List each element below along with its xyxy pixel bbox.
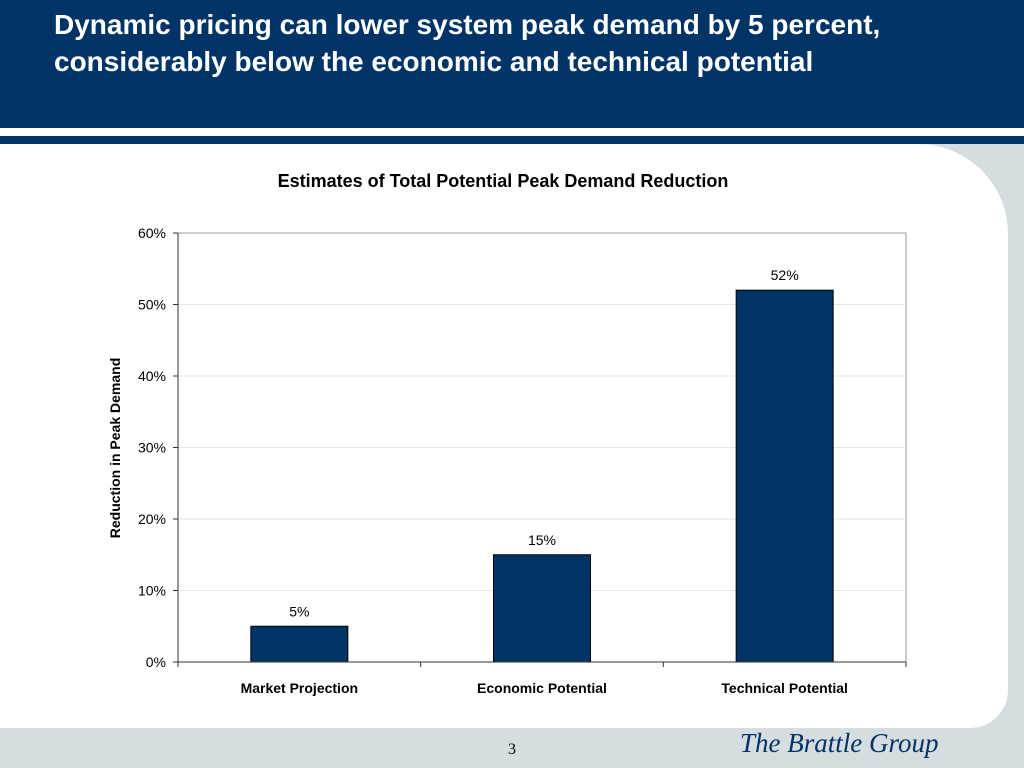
y-tick-label: 20% <box>138 511 166 527</box>
data-labels: 5% 15% 52% <box>289 267 798 619</box>
data-label: 52% <box>771 267 799 283</box>
data-label: 5% <box>289 603 309 619</box>
header-rule-white <box>0 128 1024 136</box>
bar-market-projection <box>250 625 349 663</box>
bar-economic-potential <box>493 554 591 663</box>
y-tick-label: 10% <box>138 583 166 599</box>
x-tick-label: Economic Potential <box>477 680 607 696</box>
content-panel: Estimates of Total Potential Peak Demand… <box>0 144 1008 728</box>
y-axis: 0% 10% 20% 30% 40% 50% 60% <box>138 225 179 670</box>
title-bar: Dynamic pricing can lower system peak de… <box>0 0 1024 128</box>
y-tick-label: 40% <box>138 368 166 384</box>
x-axis: Market Projection Economic Potential Techn… <box>177 661 907 696</box>
header-rule-navy <box>0 136 1024 144</box>
y-tick-label: 30% <box>138 440 166 456</box>
bar-technical-potential <box>735 289 834 663</box>
y-tick-label: 50% <box>138 297 166 313</box>
page-number: 3 <box>508 741 516 758</box>
slide-title: Dynamic pricing can lower system peak de… <box>54 9 881 77</box>
bars <box>250 289 834 663</box>
bar-chart: Estimates of Total Potential Peak Demand… <box>107 171 907 696</box>
brattle-group-logo: The Brattle Group <box>740 728 939 758</box>
y-tick-label: 60% <box>138 225 166 241</box>
y-axis-title: Reduction in Peak Demand <box>107 358 123 538</box>
data-label: 15% <box>528 532 556 548</box>
chart-title: Estimates of Total Potential Peak Demand… <box>278 171 729 191</box>
y-tick-label: 0% <box>146 654 166 670</box>
x-tick-label: Market Projection <box>241 680 358 696</box>
x-tick-label: Technical Potential <box>721 680 848 696</box>
